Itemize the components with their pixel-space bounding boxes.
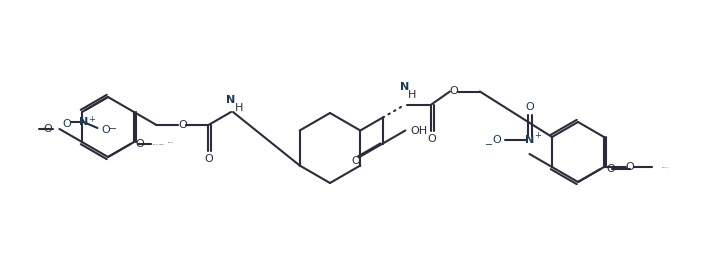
- Text: −: −: [484, 140, 493, 150]
- Text: O: O: [626, 162, 634, 172]
- Text: N: N: [525, 135, 534, 145]
- Text: O: O: [178, 120, 187, 130]
- Text: O: O: [351, 156, 360, 166]
- Text: methoxy: methoxy: [168, 141, 174, 143]
- Text: +: +: [534, 131, 541, 140]
- Text: O: O: [136, 139, 144, 149]
- Text: N: N: [79, 117, 88, 127]
- Text: H: H: [408, 89, 417, 99]
- Text: H: H: [235, 103, 243, 113]
- Text: O: O: [44, 124, 53, 134]
- Text: methoxy_hidden: methoxy_hidden: [153, 143, 165, 145]
- Text: O: O: [492, 135, 501, 145]
- Text: O: O: [62, 119, 71, 129]
- Text: methoxy_r: methoxy_r: [662, 166, 670, 168]
- Text: O: O: [427, 134, 436, 144]
- Text: N: N: [226, 95, 236, 105]
- Text: N: N: [400, 82, 409, 92]
- Text: OH: OH: [411, 125, 428, 136]
- Text: +: +: [88, 115, 95, 124]
- Text: O: O: [607, 164, 615, 174]
- Text: O: O: [204, 154, 213, 164]
- Text: O: O: [525, 102, 534, 112]
- Text: −: −: [110, 124, 117, 134]
- Text: O: O: [101, 125, 110, 135]
- Text: O: O: [449, 86, 458, 96]
